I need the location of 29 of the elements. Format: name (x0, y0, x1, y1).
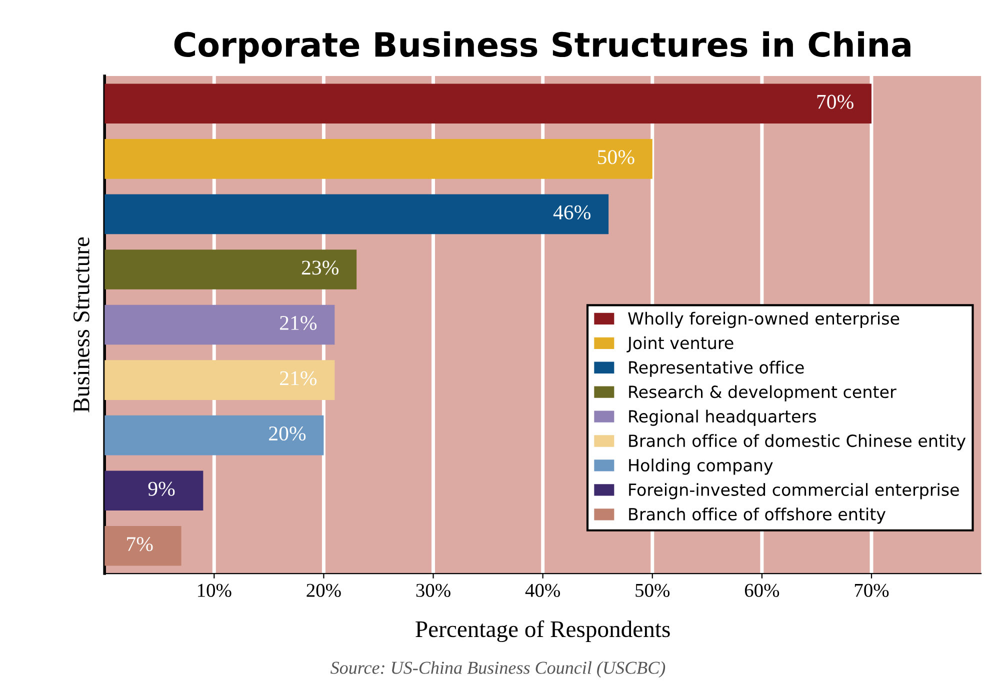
legend-label: Regional headquarters (629, 410, 816, 426)
x-tick-label: 10% (198, 584, 232, 597)
x-tick-label: 20% (306, 584, 341, 597)
data-label: 46% (553, 205, 590, 220)
legend-label: Research & development center (629, 385, 896, 402)
data-label: 23% (302, 260, 338, 275)
x-tick-label: 70% (854, 584, 889, 597)
data-label: 7% (127, 537, 153, 552)
data-label: 21% (280, 371, 317, 386)
x-axis-title: Percentage of Respondents (416, 620, 670, 642)
x-tick-label: 40% (525, 584, 560, 597)
source-note: Source: US-China Business Council (USCBC) (330, 661, 666, 678)
x-tick-label: 60% (744, 584, 780, 597)
legend-label: Representative office (629, 360, 804, 377)
legend-label: Joint venture (626, 336, 734, 352)
legend-label: Holding company (629, 458, 773, 475)
legend-label: Branch office of domestic Chinese entity (629, 434, 966, 450)
legend-label: Branch office of offshore entity (629, 508, 886, 524)
data-label: 20% (269, 426, 306, 441)
data-label: 50% (598, 150, 634, 164)
legend-label: Wholly foreign-owned enterprise (628, 312, 900, 328)
data-label: 70% (817, 94, 854, 109)
x-tick-label: 50% (636, 584, 670, 597)
y-axis-title: Business Structure (74, 237, 90, 412)
data-label: 9% (148, 482, 175, 496)
x-tick-label: 30% (416, 584, 450, 597)
legend-label: Foreign-invested commercial enterprise (629, 483, 959, 500)
data-label: 21% (280, 316, 317, 330)
chart-title: Corporate Business Structures in China (174, 31, 910, 64)
